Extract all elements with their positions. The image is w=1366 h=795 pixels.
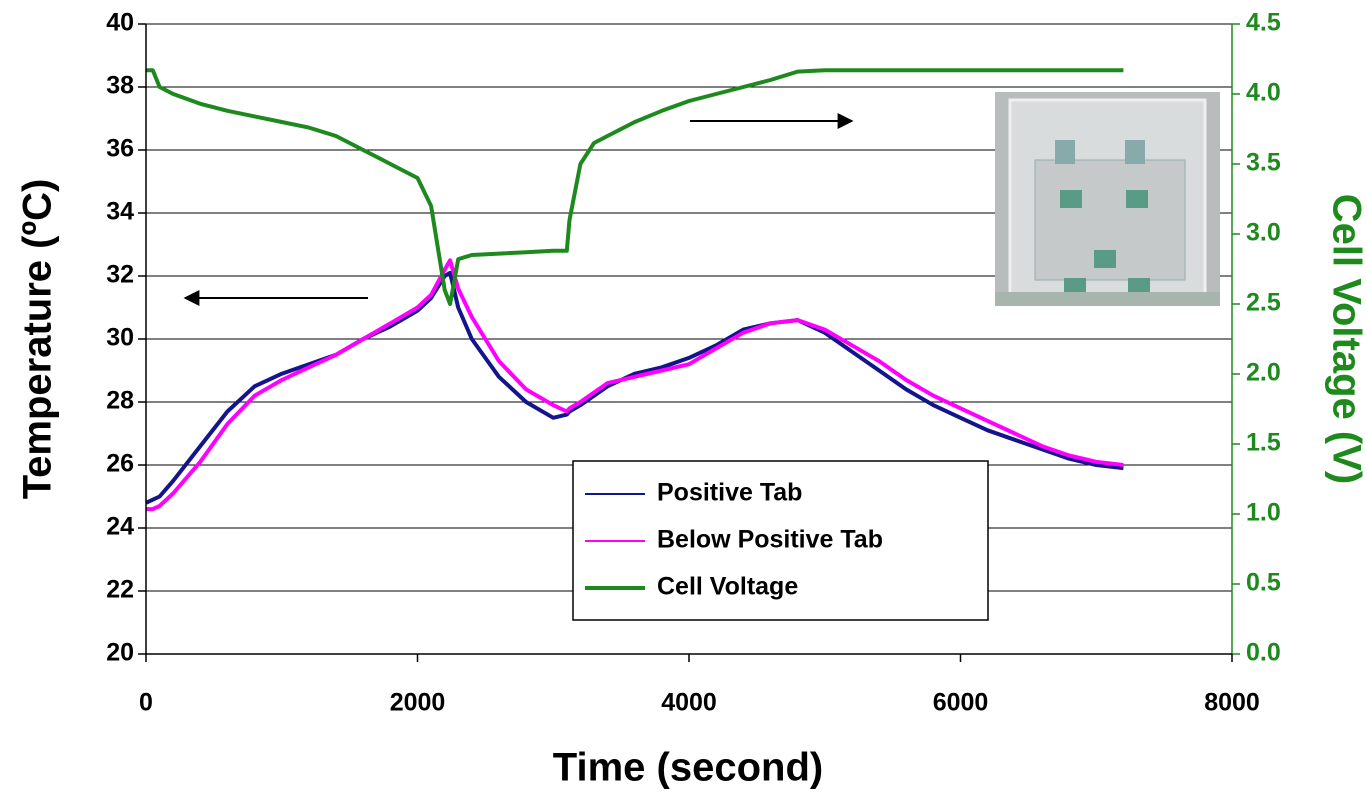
legend-label: Below Positive Tab xyxy=(657,526,883,554)
y-axis-title: Temperature (ºC) xyxy=(16,179,60,500)
legend-label: Cell Voltage xyxy=(657,573,798,601)
x-tick-label: 4000 xyxy=(661,689,717,717)
y2-tick-label: 2.5 xyxy=(1246,289,1281,317)
y-tick-label: 20 xyxy=(106,639,134,667)
y-tick-label: 22 xyxy=(106,576,134,604)
y2-tick-label: 2.0 xyxy=(1246,359,1281,387)
y-tick-label: 40 xyxy=(106,9,134,37)
y-tick-label: 38 xyxy=(106,72,134,100)
legend: Positive Tab Below Positive Tab Cell Volta… xyxy=(572,460,989,621)
y-tick-label: 26 xyxy=(106,450,134,478)
y-tick-label: 30 xyxy=(106,324,134,352)
legend-label: Positive Tab xyxy=(657,479,802,507)
y2-tick-label: 0.0 xyxy=(1246,639,1281,667)
y2-tick-label: 1.5 xyxy=(1246,429,1281,457)
y-tick-label: 24 xyxy=(106,513,134,541)
axes: 20 22 24 26 28 30 32 34 36 38 40 0.0 0.5 1.0 1.5 2.0 2.5… xyxy=(106,9,1281,717)
x-tick-label: 0 xyxy=(139,689,153,717)
lines xyxy=(145,68,1124,512)
y2-tick-label: 3.0 xyxy=(1246,219,1281,247)
y-tick-label: 34 xyxy=(106,198,134,226)
y2-axis-title: Cell Voltage (V) xyxy=(1324,194,1366,484)
y2-tick-label: 0.5 xyxy=(1246,569,1281,597)
y2-tick-label: 3.5 xyxy=(1246,149,1281,177)
y2-tick-label: 1.0 xyxy=(1246,499,1281,527)
y-tick-label: 32 xyxy=(106,261,134,289)
inset-photo xyxy=(995,92,1220,306)
y2-tick-label: 4.0 xyxy=(1246,79,1281,107)
y2-tick-label: 4.5 xyxy=(1246,9,1281,37)
x-tick-label: 2000 xyxy=(390,689,446,717)
series-line xyxy=(145,270,1124,505)
x-tick-label: 6000 xyxy=(933,689,989,717)
series-line xyxy=(146,258,1124,512)
y-tick-label: 28 xyxy=(106,387,134,415)
grid xyxy=(146,23,1232,655)
y-tick-label: 36 xyxy=(106,135,134,163)
x-axis-title: Time (second) xyxy=(553,746,823,790)
x-tick-label: 8000 xyxy=(1204,689,1260,717)
series-line xyxy=(146,68,1124,306)
